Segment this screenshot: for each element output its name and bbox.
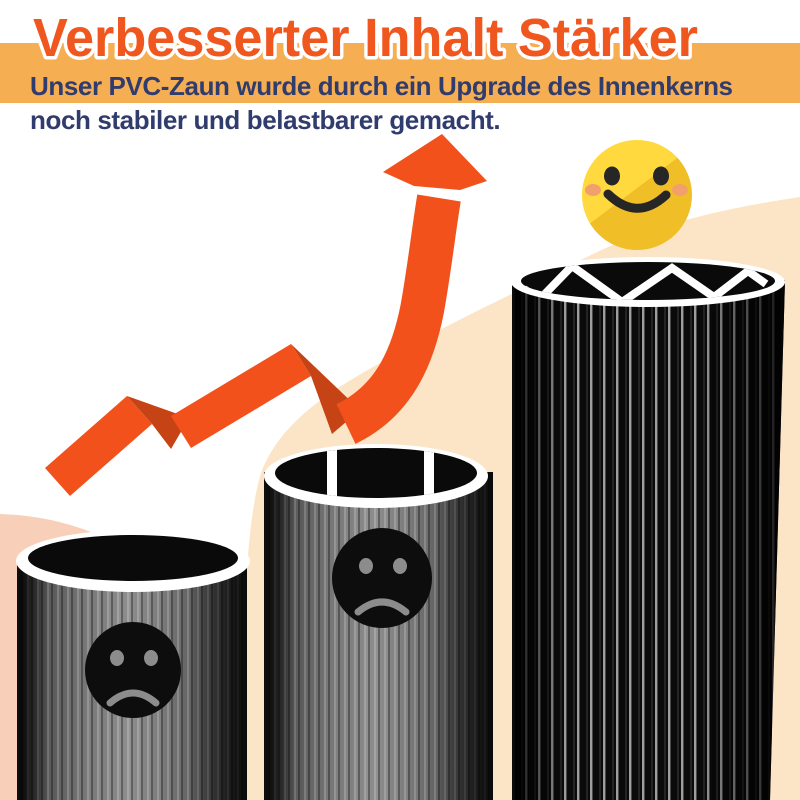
medium-post-opening xyxy=(264,444,488,508)
large-post-body xyxy=(512,280,785,800)
header-band xyxy=(0,43,800,103)
page-title: Verbesserter Inhalt Stärker xyxy=(33,8,698,68)
large-post-opening-truss xyxy=(511,257,785,307)
sad-face-icon-small-post xyxy=(85,622,181,718)
sad-face-icon-medium-post xyxy=(332,528,432,628)
trend-arrow-icon xyxy=(45,134,487,496)
arrowhead xyxy=(383,134,487,190)
subtitle-line-2: noch stabiler und belastbarer gemacht. xyxy=(30,105,501,135)
medium-post-body xyxy=(264,472,493,800)
subtitle-line-1: Unser PVC-Zaun wurde durch ein Upgrade d… xyxy=(30,71,733,101)
happy-face-icon xyxy=(582,140,692,250)
headline-wrap: Verbesserter Inhalt Stärker xyxy=(30,5,702,72)
small-post-opening xyxy=(16,530,250,592)
